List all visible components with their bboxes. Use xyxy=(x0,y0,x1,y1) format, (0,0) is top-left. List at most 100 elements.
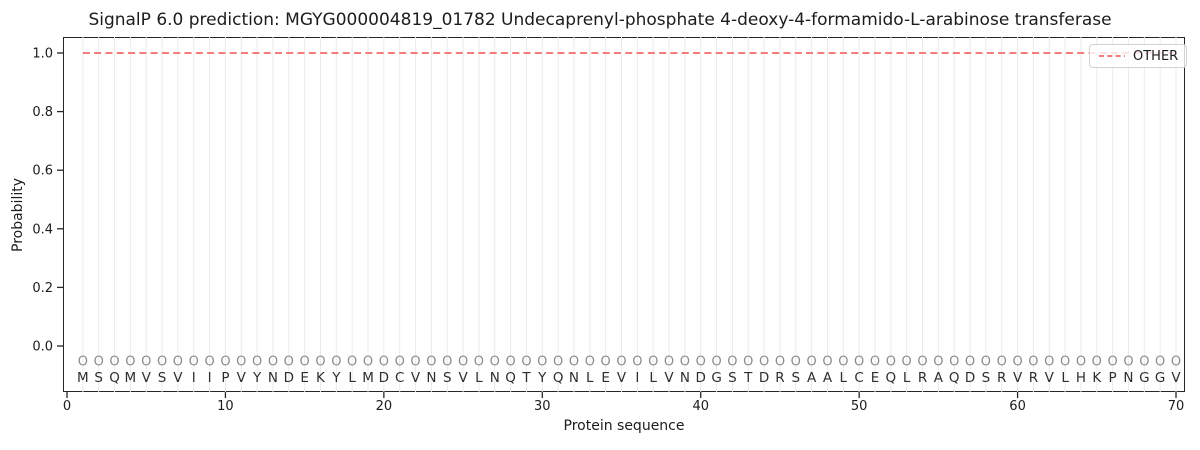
y-tick-label: 0.8 xyxy=(32,105,53,120)
x-tick-label: 70 xyxy=(1168,399,1185,414)
position-label: O xyxy=(553,355,563,370)
sequence-letter: Q xyxy=(553,370,564,386)
sequence-letter: V xyxy=(1171,370,1181,386)
y-axis-ticks: 0.0 0.2 0.4 0.6 0.8 1.0 xyxy=(32,47,63,355)
x-axis-label: Protein sequence xyxy=(563,418,685,434)
sequence-letter: R xyxy=(775,370,784,386)
legend: OTHER xyxy=(1089,44,1188,68)
position-label: O xyxy=(458,355,468,370)
sequence-letter: I xyxy=(635,370,639,386)
position-label: O xyxy=(664,355,674,370)
position-label: O xyxy=(696,355,706,370)
position-label: O xyxy=(474,355,484,370)
sequence-letter: V xyxy=(411,370,421,386)
x-tick-label: 20 xyxy=(376,399,393,414)
sequence-letter: N xyxy=(680,370,690,386)
position-label: O xyxy=(648,355,658,370)
sequence-letter: L xyxy=(903,370,911,386)
position-label: O xyxy=(1155,355,1165,370)
position-label: O xyxy=(347,355,357,370)
sequence-letter: V xyxy=(237,370,247,386)
sequence-letter: S xyxy=(443,370,452,386)
position-label: O xyxy=(933,355,943,370)
position-label: O xyxy=(395,355,405,370)
x-tick-label: 0 xyxy=(63,399,71,414)
sequence-letter: S xyxy=(982,370,991,386)
position-label: O xyxy=(1076,355,1086,370)
sequence-letter: M xyxy=(77,370,89,386)
sequence-letter: E xyxy=(871,370,880,386)
position-label: O xyxy=(727,355,737,370)
position-label: O xyxy=(252,355,262,370)
sequence-letter: R xyxy=(1029,370,1038,386)
position-label: O xyxy=(204,355,214,370)
y-tick-label: 1.0 xyxy=(32,47,53,62)
sequence-letter: A xyxy=(807,370,817,386)
sequence-letter: E xyxy=(300,370,309,386)
position-label: O xyxy=(711,355,721,370)
position-label: O xyxy=(315,355,325,370)
sequence-letter: D xyxy=(696,370,706,386)
position-label: O xyxy=(284,355,294,370)
position-label: O xyxy=(822,355,832,370)
sequence-letter: V xyxy=(173,370,183,386)
position-label: O xyxy=(236,355,246,370)
position-label: O xyxy=(442,355,452,370)
position-label: O xyxy=(965,355,975,370)
position-label: O xyxy=(521,355,531,370)
gridlines xyxy=(82,37,1177,392)
position-label: O xyxy=(1092,355,1102,370)
sequence-letter: S xyxy=(791,370,800,386)
position-label: O xyxy=(1171,355,1181,370)
sequence-letter: V xyxy=(1013,370,1023,386)
position-label: O xyxy=(902,355,912,370)
sequence-letter: G xyxy=(711,370,721,386)
sequence-letter: H xyxy=(1076,370,1086,386)
x-axis-ticks: 0 10 20 30 40 50 60 70 xyxy=(63,392,1184,414)
sequence-letter: L xyxy=(475,370,483,386)
position-label: O xyxy=(743,355,753,370)
sequence-letter: Q xyxy=(109,370,120,386)
position-label: O xyxy=(331,355,341,370)
sequence-letter: L xyxy=(348,370,356,386)
sequence-letter: M xyxy=(362,370,374,386)
sequence-letter: L xyxy=(649,370,657,386)
sequence-letter: L xyxy=(840,370,848,386)
sequence-letter: S xyxy=(158,370,167,386)
position-label: O xyxy=(1139,355,1149,370)
position-label: O xyxy=(426,355,436,370)
sequence-letter: V xyxy=(617,370,627,386)
sequence-letter: G xyxy=(1155,370,1165,386)
legend-line-sample xyxy=(1099,55,1125,57)
sequence-letter: K xyxy=(316,370,326,386)
sequence-letter: V xyxy=(664,370,674,386)
position-label: O xyxy=(1044,355,1054,370)
sequence-letter: R xyxy=(997,370,1006,386)
x-tick-label: 30 xyxy=(534,399,551,414)
sequence-letter: N xyxy=(268,370,278,386)
sequence-letter: Q xyxy=(886,370,897,386)
position-label: O xyxy=(109,355,119,370)
position-label: O xyxy=(94,355,104,370)
position-label: O xyxy=(125,355,135,370)
legend-label: OTHER xyxy=(1133,48,1179,64)
sequence-letter: Y xyxy=(331,370,341,386)
position-label: O xyxy=(569,355,579,370)
sequence-letter: D xyxy=(379,370,389,386)
sequence-letter: D xyxy=(284,370,294,386)
position-label: O xyxy=(141,355,151,370)
sequence-letter: T xyxy=(743,370,753,386)
position-label: O xyxy=(854,355,864,370)
chart-title: SignalP 6.0 prediction: MGYG000004819_01… xyxy=(88,10,1112,30)
position-label: O xyxy=(268,355,278,370)
y-tick-label: 0.6 xyxy=(32,164,53,179)
position-label: O xyxy=(1108,355,1118,370)
position-label: O xyxy=(1060,355,1070,370)
position-label: O xyxy=(791,355,801,370)
y-tick-label: 0.4 xyxy=(32,222,53,237)
sequence-letter: D xyxy=(759,370,769,386)
sequence-letter: Q xyxy=(949,370,960,386)
position-label: O xyxy=(981,355,991,370)
sequence-letter: M xyxy=(125,370,137,386)
